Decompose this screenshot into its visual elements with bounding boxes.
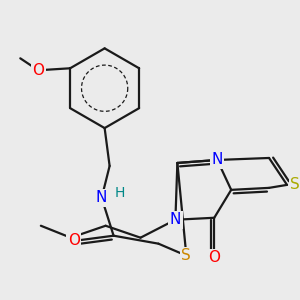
Text: S: S xyxy=(290,177,300,192)
Text: S: S xyxy=(182,248,191,263)
Text: O: O xyxy=(32,63,44,78)
Text: O: O xyxy=(68,233,80,248)
Text: N: N xyxy=(212,152,223,167)
Text: H: H xyxy=(114,186,125,200)
Text: O: O xyxy=(208,250,220,265)
Text: N: N xyxy=(96,190,107,205)
Text: N: N xyxy=(170,212,181,227)
